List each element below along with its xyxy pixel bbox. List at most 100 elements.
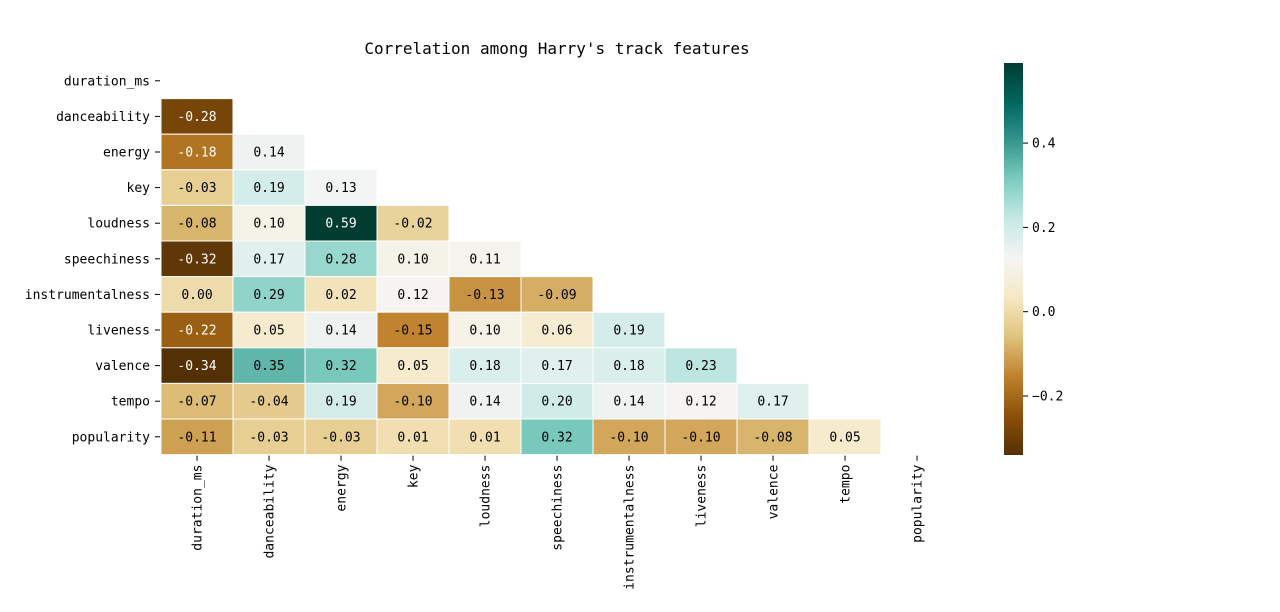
heatmap-cell	[304, 169, 378, 206]
heatmap-cell	[520, 382, 594, 420]
cell-value-label: 0.05	[829, 430, 860, 445]
cell-value-label: 0.05	[253, 324, 284, 339]
cell-value-label: 0.17	[757, 395, 788, 410]
heatmap-cell	[232, 418, 306, 456]
heatmap-cell	[376, 240, 450, 278]
heatmap-cell	[736, 418, 810, 456]
heatmap-cell	[304, 347, 378, 384]
row-tick-label: popularity	[72, 430, 150, 445]
heatmap-cell	[664, 418, 738, 456]
column-tick-label: valence	[767, 464, 782, 519]
chart-title: Correlation among Harry's track features	[364, 39, 749, 58]
cell-value-label: 0.01	[469, 430, 500, 445]
heatmap-cell	[376, 382, 450, 420]
heatmap-cell	[304, 276, 378, 313]
cell-value-label: 0.23	[685, 359, 716, 374]
cell-value-label: -0.11	[177, 430, 216, 445]
cell-value-label: -0.22	[177, 324, 216, 339]
column-tick-label: loudness	[479, 465, 494, 528]
cell-value-label: 0.10	[253, 217, 284, 232]
heatmap-cell	[232, 133, 306, 171]
heatmap-cell	[520, 418, 594, 456]
cell-value-label: 0.29	[253, 288, 284, 303]
cell-value-label: -0.07	[177, 395, 216, 410]
cell-value-label: -0.08	[177, 217, 216, 232]
cell-value-label: 0.28	[325, 252, 356, 267]
column-tick-label: tempo	[839, 465, 854, 504]
heatmap-cell	[664, 347, 738, 384]
cell-value-label: -0.03	[321, 430, 360, 445]
row-tick-label: danceability	[56, 110, 150, 125]
row-tick-label: energy	[103, 146, 150, 161]
cell-value-label: -0.09	[537, 288, 576, 303]
cell-value-label: 0.19	[325, 395, 356, 410]
cell-value-label: 0.05	[397, 359, 428, 374]
heatmap-cell	[592, 311, 666, 349]
cell-value-label: 0.14	[325, 324, 356, 339]
heatmap-cell	[232, 240, 306, 278]
cell-value-label: -0.04	[249, 395, 288, 410]
cell-value-label: -0.03	[249, 430, 288, 445]
cell-value-label: -0.10	[609, 430, 648, 445]
heatmap-cell	[232, 311, 306, 349]
row-tick-label: liveness	[87, 324, 150, 339]
heatmap-cell	[520, 276, 594, 313]
column-tick-label: key	[407, 464, 422, 488]
cell-value-label: 0.12	[685, 395, 716, 410]
cell-value-label: -0.03	[177, 181, 216, 196]
cell-value-label: 0.32	[325, 359, 356, 374]
row-tick-label: speechiness	[64, 252, 150, 267]
cell-value-label: 0.18	[613, 359, 644, 374]
colorbar-gradient	[1004, 63, 1023, 455]
heatmap-cells: -0.28 -0.18 0.14 -0.03 0.19 0.13 -0.08 0.10 0.59…	[160, 98, 882, 456]
cell-value-label: 0.11	[469, 252, 500, 267]
colorbar-tick-label: 0.2	[1032, 221, 1055, 236]
cell-value-label: 0.19	[253, 181, 284, 196]
cell-value-label: 0.17	[541, 359, 572, 374]
column-tick-label: energy	[335, 464, 350, 511]
heatmap-cell	[304, 382, 378, 420]
heatmap-cell	[736, 382, 810, 420]
column-tick-label: instrumentalness	[623, 465, 638, 590]
cell-value-label: 0.14	[613, 395, 644, 410]
heatmap-cell	[304, 418, 378, 456]
cell-value-label: 0.20	[541, 395, 572, 410]
heatmap-cell	[376, 276, 450, 313]
column-tick-label: liveness	[695, 465, 710, 528]
heatmap-cell	[160, 133, 234, 171]
cell-value-label: -0.10	[393, 395, 432, 410]
cell-value-label: -0.02	[393, 217, 432, 232]
column-tick-label: speechiness	[551, 465, 566, 551]
column-tick-labels: duration_ms danceability energy key loudness…	[191, 455, 926, 590]
cell-value-label: 0.02	[325, 288, 356, 303]
cell-value-label: -0.32	[177, 252, 216, 267]
colorbar-tick-label: −0.2	[1032, 389, 1063, 404]
colorbar: 0.4 0.2 0.0 −0.2	[1004, 63, 1063, 455]
cell-value-label: 0.10	[469, 324, 500, 339]
cell-value-label: -0.28	[177, 110, 216, 125]
heatmap-cell	[160, 418, 234, 456]
heatmap-cell	[448, 418, 522, 456]
cell-value-label: 0.13	[325, 181, 356, 196]
cell-value-label: -0.13	[465, 288, 504, 303]
heatmap-cell	[376, 204, 450, 242]
heatmap-cell	[160, 347, 234, 384]
row-tick-label: instrumentalness	[25, 288, 150, 303]
cell-value-label: 0.35	[253, 359, 284, 374]
column-tick-label: duration_ms	[191, 465, 206, 551]
cell-value-label: 0.12	[397, 288, 428, 303]
cell-value-label: -0.15	[393, 324, 432, 339]
heatmap-cell	[376, 418, 450, 456]
colorbar-tick-label: 0.4	[1032, 137, 1056, 152]
cell-value-label: 0.06	[541, 324, 572, 339]
heatmap-cell	[448, 276, 522, 313]
heatmap-cell	[592, 382, 666, 420]
row-tick-label: valence	[95, 359, 150, 374]
row-tick-label: duration_ms	[64, 74, 150, 89]
cell-value-label: 0.18	[469, 359, 500, 374]
cell-value-label: 0.00	[181, 288, 212, 303]
heatmap-cell	[232, 276, 306, 313]
heatmap-cell	[160, 276, 234, 313]
heatmap-cell	[520, 311, 594, 349]
